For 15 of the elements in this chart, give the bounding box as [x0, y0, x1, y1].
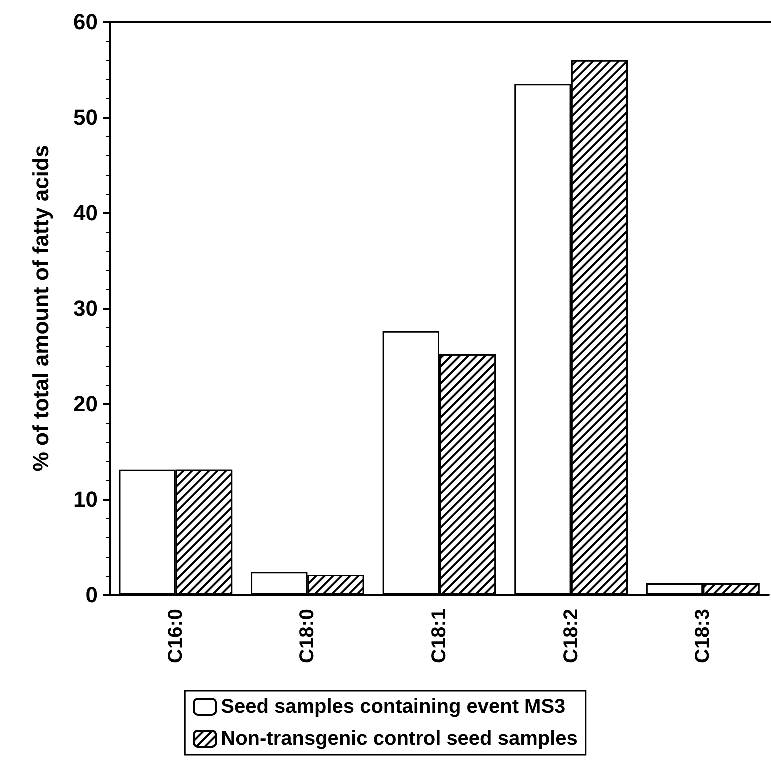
- x-tick-label: C18:1: [428, 609, 450, 664]
- y-tick-label: 20: [74, 392, 98, 416]
- y-tick-label: 30: [74, 296, 98, 321]
- y-tick-label: 0: [86, 582, 98, 608]
- y-tick-label: 50: [74, 105, 98, 130]
- x-tick-label: C16:0: [164, 609, 187, 664]
- y-tick-label: 10: [74, 487, 98, 512]
- y-tick-label: 40: [74, 200, 98, 226]
- x-tick-label: C18:2: [560, 609, 582, 664]
- legend-label: Non-transgenic control seed samples: [221, 728, 578, 750]
- y-tick-label: 60: [74, 10, 98, 34]
- x-tick-label: C18:0: [296, 609, 319, 664]
- legend-label: Seed samples containing event MS3: [221, 696, 566, 718]
- y-axis-title: % of total amount of fatty acids: [28, 145, 54, 472]
- x-tick-label: C18:3: [692, 609, 714, 664]
